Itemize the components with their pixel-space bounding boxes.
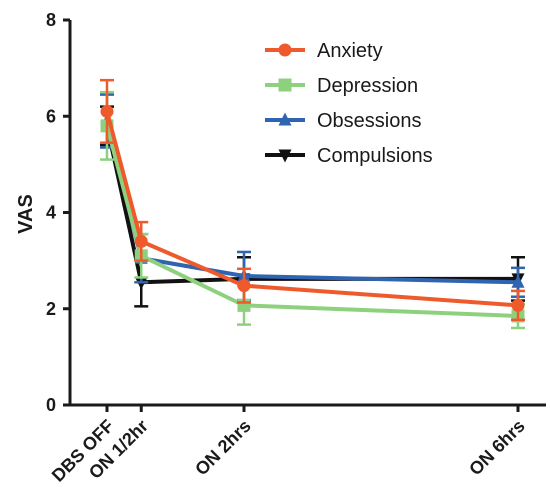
data-point-anxiety xyxy=(511,298,525,312)
data-point-obsessions xyxy=(511,274,525,288)
y-tick-label: 6 xyxy=(46,106,56,126)
data-point-anxiety xyxy=(100,104,114,118)
y-tick-label: 2 xyxy=(46,299,56,319)
y-axis-title: VAS xyxy=(15,194,37,234)
legend-marker-depression xyxy=(278,78,292,92)
legend-label-obsessions: Obsessions xyxy=(317,110,422,132)
series-layer xyxy=(100,78,525,330)
legend-marker-anxiety xyxy=(278,43,292,57)
data-point-anxiety xyxy=(237,279,251,293)
legend: Anxiety Depression Obsessions Compulsions xyxy=(265,40,433,167)
legend-marker-compulsions xyxy=(278,149,292,163)
x-tick-label: ON 2hrs xyxy=(191,416,255,480)
data-point-anxiety xyxy=(134,234,148,248)
series-line-obsessions xyxy=(105,120,519,285)
legend-label-depression: Depression xyxy=(317,75,418,97)
legend-marker-obsessions xyxy=(278,112,292,126)
legend-label-anxiety: Anxiety xyxy=(317,40,383,62)
series-anxiety xyxy=(100,78,525,322)
series-depression xyxy=(100,90,525,330)
series-obsessions xyxy=(100,93,525,302)
y-tick-label: 8 xyxy=(46,10,56,30)
series-line-depression xyxy=(105,125,519,318)
series-line-anxiety xyxy=(105,110,519,308)
y-tick-label: 4 xyxy=(46,203,56,223)
x-tick-label: ON 6hrs xyxy=(465,416,529,480)
series-line-compulsions xyxy=(105,125,518,285)
legend-label-compulsions: Compulsions xyxy=(317,145,433,167)
y-tick-label: 0 xyxy=(46,395,56,415)
